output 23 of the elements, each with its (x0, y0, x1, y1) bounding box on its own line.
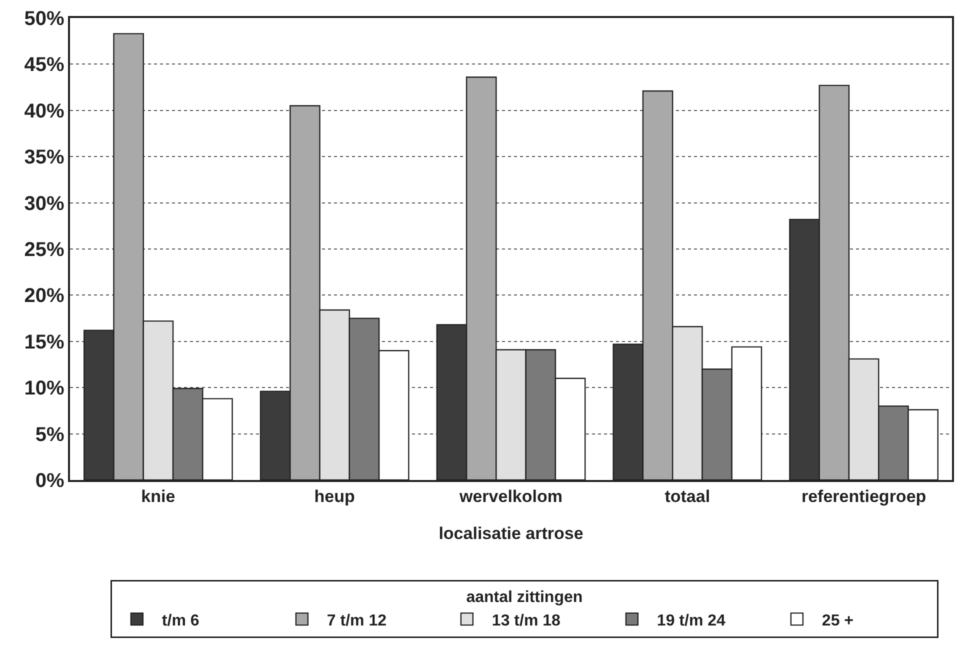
y-tick-label: 10% (24, 378, 64, 400)
y-tick-label: 5% (35, 424, 64, 446)
y-tick-label: 20% (24, 285, 64, 308)
x-tick-label: wervelkolom (458, 487, 562, 506)
legend-label: 7 t/m 12 (326, 612, 387, 630)
legend-label: 13 t/m 18 (492, 612, 561, 630)
y-tick-label: 30% (24, 192, 64, 215)
legend-label: t/m 6 (162, 612, 200, 630)
x-tick-label: knie (141, 487, 176, 506)
legend-title: aantal zittingen (466, 589, 583, 606)
x-tick-label: heup (314, 487, 355, 506)
x-axis-title: localisatie artrose (438, 524, 584, 544)
y-tick-label: 0% (35, 470, 64, 492)
x-tick-label: totaal (664, 487, 710, 506)
y-tick-label: 45% (24, 54, 64, 76)
y-tick-label: 50% (24, 8, 64, 30)
y-tick-label: 25% (24, 239, 64, 261)
y-tick-label: 40% (24, 100, 64, 122)
x-tick-label: referentiegroep (801, 487, 926, 506)
legend-label: 19 t/m 24 (656, 612, 726, 630)
y-tick-label: 15% (24, 331, 64, 354)
legend-label: 25 + (822, 612, 854, 630)
y-tick-label: 35% (24, 146, 64, 169)
